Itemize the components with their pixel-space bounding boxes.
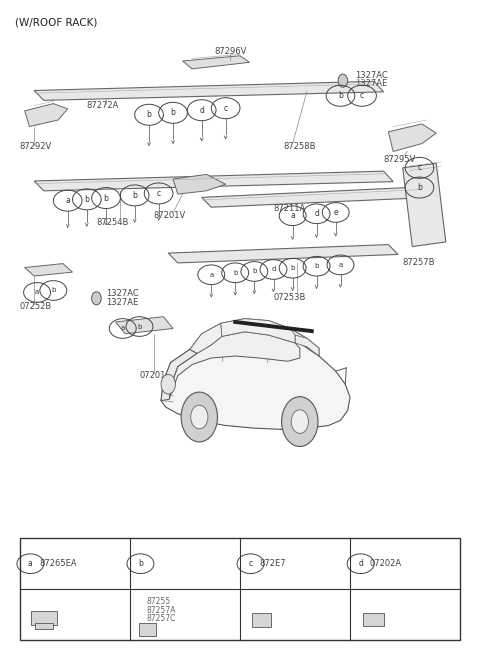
Text: 87201V: 87201V [154, 211, 186, 219]
Text: a: a [35, 290, 39, 296]
Text: b: b [314, 263, 319, 269]
Text: c: c [418, 164, 421, 172]
Polygon shape [190, 323, 222, 353]
Text: b: b [84, 195, 89, 204]
Text: b: b [290, 265, 295, 271]
Polygon shape [169, 332, 300, 399]
Polygon shape [168, 244, 398, 263]
Text: 87258B: 87258B [283, 142, 315, 150]
Circle shape [161, 374, 175, 394]
Bar [31, 612, 57, 625]
Text: 07202A: 07202A [369, 559, 401, 568]
Text: 1327AC: 1327AC [106, 288, 139, 298]
Text: 87255: 87255 [147, 597, 171, 606]
Bar [362, 612, 384, 625]
Text: b: b [104, 194, 108, 202]
Text: 87292V: 87292V [20, 143, 52, 151]
Circle shape [92, 292, 101, 305]
Circle shape [338, 74, 348, 87]
Text: a: a [338, 262, 343, 268]
Text: 87272A: 87272A [87, 101, 119, 110]
Circle shape [282, 397, 318, 447]
Polygon shape [173, 174, 226, 194]
Text: d: d [358, 559, 363, 568]
Text: 87295V: 87295V [384, 155, 416, 164]
Text: b: b [233, 270, 238, 276]
Circle shape [291, 410, 309, 434]
Text: 07253B: 07253B [274, 292, 306, 302]
Text: b: b [138, 559, 143, 568]
Text: d: d [199, 106, 204, 115]
Text: 87265EA: 87265EA [39, 559, 77, 568]
Text: d: d [271, 267, 276, 273]
Text: 07252B: 07252B [20, 302, 52, 311]
Text: 87296V: 87296V [214, 47, 247, 57]
Polygon shape [388, 124, 436, 152]
Text: a: a [209, 272, 214, 278]
Text: (W/ROOF RACK): (W/ROOF RACK) [15, 17, 97, 27]
Polygon shape [24, 263, 72, 276]
Polygon shape [161, 350, 197, 401]
Text: 872E7: 872E7 [259, 559, 286, 568]
Polygon shape [24, 104, 68, 127]
Text: c: c [360, 91, 364, 101]
Text: 87257C: 87257C [147, 614, 176, 623]
Polygon shape [190, 319, 319, 356]
Circle shape [191, 405, 208, 429]
Text: 1327AC: 1327AC [355, 71, 388, 80]
Text: d: d [314, 210, 319, 218]
Polygon shape [34, 171, 393, 191]
Text: c: c [224, 104, 228, 113]
Text: 87211A: 87211A [274, 204, 306, 213]
Text: a: a [290, 212, 295, 220]
Text: a: a [65, 196, 70, 205]
Polygon shape [161, 330, 350, 430]
Polygon shape [221, 319, 295, 343]
Bar [35, 623, 53, 629]
Text: 1327AE: 1327AE [106, 298, 138, 307]
Text: b: b [51, 288, 56, 294]
Bar [20, 538, 460, 640]
Text: b: b [146, 110, 152, 120]
Bar [140, 623, 156, 636]
Polygon shape [403, 164, 446, 246]
Polygon shape [295, 335, 319, 356]
Text: b: b [132, 191, 137, 200]
Text: 07201A: 07201A [140, 371, 172, 380]
Text: b: b [170, 108, 175, 118]
Text: 87257B: 87257B [403, 258, 435, 267]
Polygon shape [202, 187, 432, 207]
Polygon shape [182, 56, 250, 69]
Text: e: e [334, 208, 338, 217]
Polygon shape [34, 81, 384, 101]
Polygon shape [116, 317, 173, 334]
Text: c: c [156, 189, 161, 198]
Text: b: b [252, 269, 256, 275]
Bar [252, 613, 271, 627]
Text: 1327AE: 1327AE [355, 79, 387, 89]
Text: 87257A: 87257A [147, 606, 176, 615]
Text: 87254B: 87254B [96, 217, 129, 227]
Text: a: a [120, 325, 125, 332]
Text: a: a [28, 559, 33, 568]
Text: b: b [338, 91, 343, 101]
Circle shape [181, 392, 217, 442]
Text: b: b [417, 183, 422, 192]
Text: b: b [137, 323, 142, 330]
Text: c: c [249, 559, 252, 568]
